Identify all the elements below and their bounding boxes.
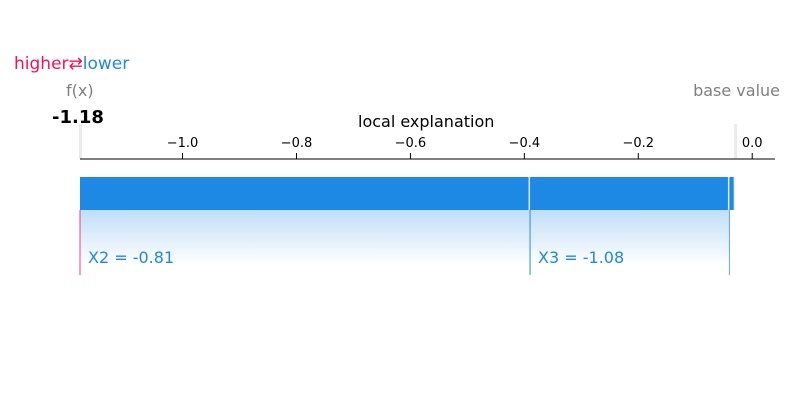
force-bar-segment	[80, 177, 531, 210]
legend-higher: higher	[14, 54, 69, 74]
force-bar-segment	[530, 177, 730, 210]
axis-title: local explanation	[358, 112, 495, 131]
tick-label: −0.8	[281, 136, 313, 151]
legend: higher⇄lower	[14, 54, 129, 74]
x-axis: −1.0 −0.8 −0.6 −0.4 −0.2 0.0	[79, 124, 775, 160]
output-marker	[79, 124, 82, 159]
tick-label: −0.6	[395, 136, 427, 151]
segment-shading	[530, 210, 730, 265]
fx-value: -1.18	[52, 107, 104, 128]
fx-label: f(x)	[66, 81, 94, 100]
feature-label: X2 = -0.81	[88, 248, 174, 267]
tick-label: 0.0	[742, 136, 763, 151]
swap-arrows-icon: ⇄	[68, 54, 83, 74]
tick-label: −0.2	[622, 136, 654, 151]
segment-shading	[80, 210, 531, 265]
force-bar-segment	[729, 177, 736, 210]
tick-label: −1.0	[167, 136, 199, 151]
base-marker	[734, 124, 738, 159]
force-bars: X2 = -0.81 X3 = -1.08	[79, 177, 737, 275]
feature-label: X3 = -1.08	[538, 248, 624, 267]
base-value-label: base value	[693, 81, 780, 100]
legend-lower: lower	[82, 54, 130, 74]
tick-label: −0.4	[509, 136, 541, 151]
